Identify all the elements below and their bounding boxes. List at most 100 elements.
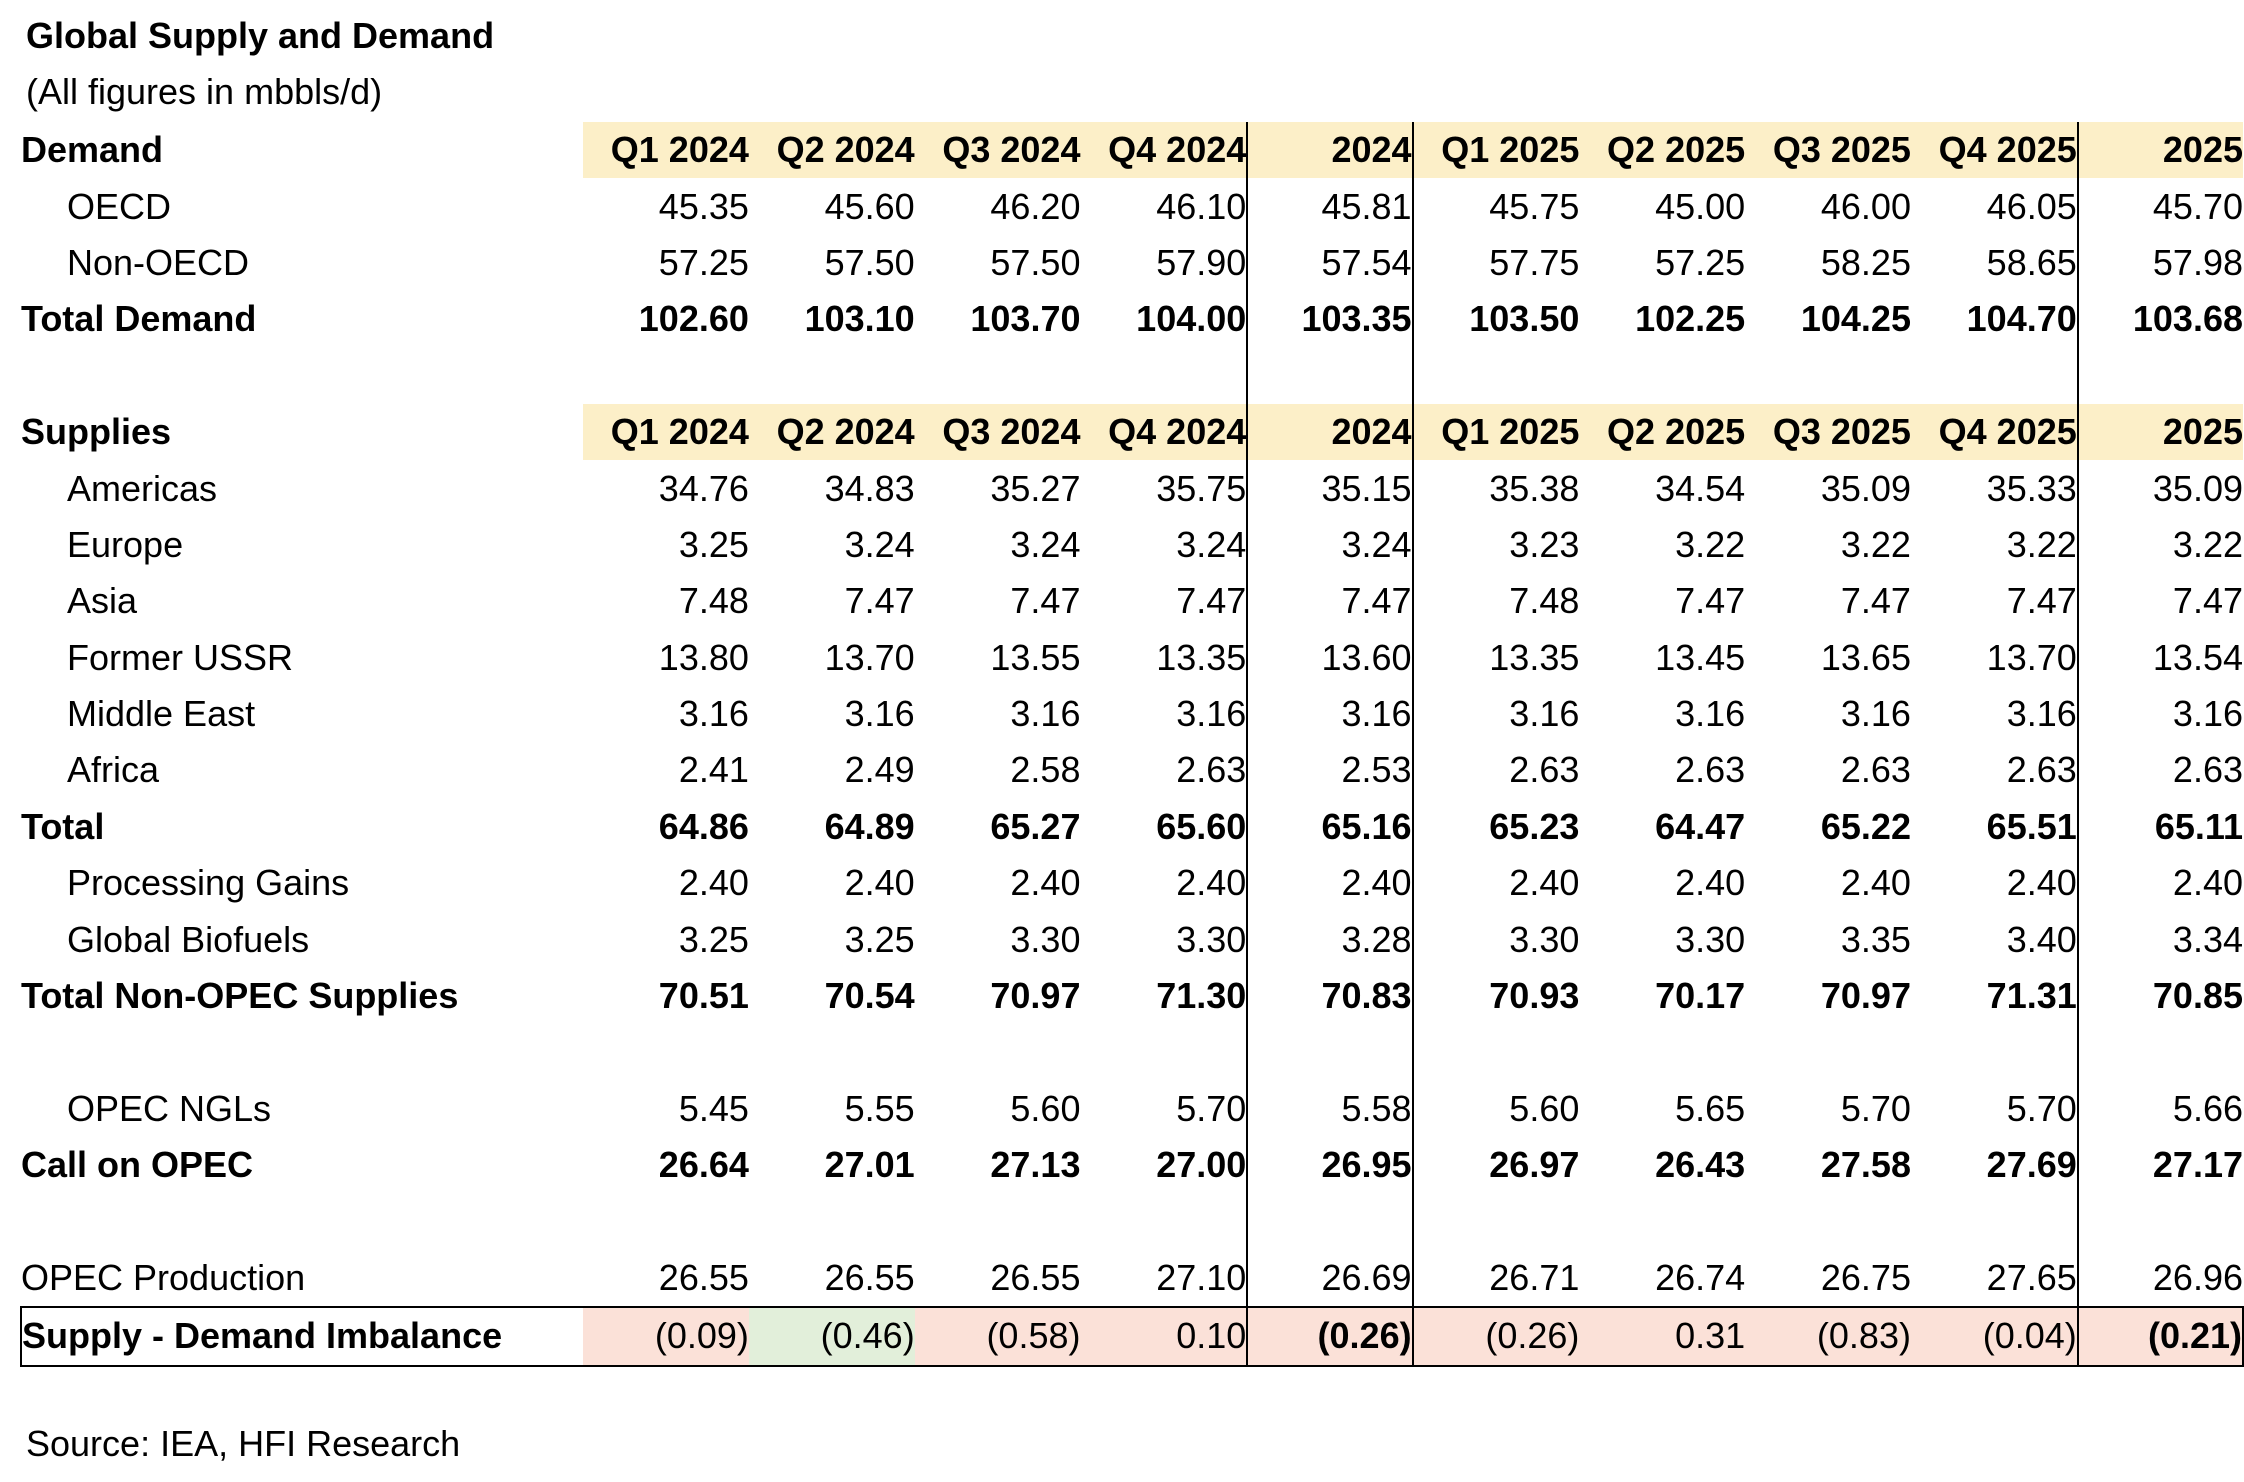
value-cell: 35.75 [1156, 467, 1247, 509]
value-cell: 71.30 [1156, 975, 1247, 1017]
value-cell: 103.35 [1246, 291, 1413, 348]
value-cell: 27.58 [1820, 1144, 1911, 1186]
value-cell: 2.58 [1010, 749, 1081, 791]
value-cell: 2.40 [1840, 862, 1911, 904]
spacer-cell [1080, 1024, 1247, 1080]
value-cell: 26.74 [1655, 1257, 1746, 1298]
value-cell: (0.04) [1910, 1306, 2078, 1367]
value-cell: 7.47 [1010, 580, 1081, 622]
value-cell: 46.10 [1156, 185, 1247, 227]
value-cell: 65.11 [2076, 798, 2243, 856]
value-cell: 0.10 [1080, 1306, 1248, 1367]
value-cell: 5.70 [1840, 1087, 1911, 1129]
spacer-cell [1579, 348, 1745, 404]
period-header: Q1 2025 [1411, 122, 1580, 179]
value-cell: 26.75 [1820, 1257, 1911, 1298]
value-cell: 46.00 [1820, 185, 1911, 227]
table-title: Global Supply and Demand [26, 15, 495, 56]
spacer-cell [749, 1193, 915, 1249]
row-label: Europe [67, 523, 184, 565]
value-cell: 102.60 [638, 298, 749, 340]
value-cell: 64.47 [1655, 805, 1746, 847]
value-cell: 35.15 [1246, 460, 1413, 517]
value-cell: 26.43 [1655, 1144, 1746, 1186]
spacer-cell [1411, 1024, 1580, 1081]
value-cell: 3.16 [1176, 693, 1247, 735]
value-cell: 13.54 [2076, 629, 2243, 686]
row-label: Non-OECD [67, 241, 250, 283]
table-row: Processing Gains 2.40 2.40 2.40 2.40 2.40 2.40… [21, 855, 2243, 912]
value-cell: 27.17 [2076, 1137, 2243, 1194]
value-cell: 2.63 [2006, 749, 2077, 791]
value-cell: 5.55 [844, 1087, 915, 1129]
value-cell: 2.63 [2076, 742, 2243, 799]
value-cell: 3.30 [1176, 918, 1247, 960]
period-header: Q3 2025 [1745, 403, 1911, 461]
value-cell: 13.70 [824, 636, 915, 678]
row-label: Global Biofuels [67, 918, 310, 960]
value-cell: 57.25 [1655, 241, 1746, 283]
value-cell: 3.22 [2076, 516, 2243, 574]
value-cell: 5.60 [1010, 1087, 1081, 1129]
value-cell: 2.40 [1411, 855, 1580, 912]
period-header: Q4 2024 [1080, 403, 1248, 461]
spacer-row [21, 347, 2243, 404]
row-label: Supply - Demand Imbalance [19, 1306, 584, 1367]
row-label: OPEC NGLs [67, 1087, 272, 1129]
value-cell: 57.75 [1411, 234, 1580, 292]
spacer-row [21, 1024, 2243, 1081]
spacer-cell [749, 1024, 915, 1080]
value-cell: 26.95 [1246, 1137, 1413, 1194]
value-cell: 65.16 [1246, 798, 1413, 856]
value-cell: 35.27 [990, 467, 1081, 509]
period-header: Q4 2025 [1910, 122, 2078, 179]
value-cell: 34.76 [658, 467, 749, 509]
value-cell: 3.16 [1675, 693, 1746, 735]
value-cell: 70.97 [990, 975, 1081, 1017]
value-cell: 26.69 [1246, 1249, 1413, 1308]
row-label: OECD [67, 185, 172, 227]
section-header-row: Supplies Q1 2024 Q2 2024 Q3 2024 Q4 2024 2024… [21, 403, 2243, 461]
table-row: OPEC NGLs 5.45 5.55 5.60 5.70 5.58 5.60 5.65 5.7… [21, 1080, 2243, 1138]
spacer-cell [583, 1193, 749, 1249]
value-cell: (0.26) [1411, 1306, 1580, 1367]
value-cell: 2.40 [2006, 862, 2077, 904]
value-cell: 27.00 [1156, 1144, 1247, 1186]
value-cell: 34.83 [824, 467, 915, 509]
value-cell: 71.31 [1986, 975, 2077, 1017]
value-cell: (0.83) [1745, 1306, 1911, 1367]
value-cell: 58.65 [1986, 241, 2077, 283]
value-cell: 2.40 [678, 862, 749, 904]
value-cell: 3.40 [2006, 918, 2077, 960]
value-cell: 3.16 [1411, 685, 1580, 743]
value-cell: 7.47 [2076, 573, 2243, 630]
spacer-cell [1246, 1193, 1413, 1250]
spacer-cell [2076, 347, 2243, 404]
row-label: Americas [67, 467, 218, 509]
value-cell: 103.10 [804, 298, 915, 340]
value-cell: 46.20 [990, 185, 1081, 227]
value-cell: 27.13 [990, 1144, 1081, 1186]
table-row: Africa 2.41 2.49 2.58 2.63 2.53 2.63 2.63 2.63 2.… [21, 742, 2243, 799]
period-header: Q1 2025 [1411, 403, 1580, 461]
value-cell: 13.55 [990, 636, 1081, 678]
value-cell: 70.85 [2076, 967, 2243, 1025]
value-cell: 70.83 [1246, 967, 1413, 1025]
spacer-cell [583, 348, 749, 404]
table-row: Americas 34.76 34.83 35.27 35.75 35.15 35.38 34… [21, 460, 2243, 517]
spacer-cell [21, 1193, 583, 1249]
value-cell: 2.40 [1246, 855, 1413, 912]
table-row: OECD 45.35 45.60 46.20 46.10 45.81 45.75 45.00 4… [21, 178, 2243, 235]
period-header: Q3 2025 [1745, 122, 1911, 179]
period-header: Q1 2024 [583, 122, 749, 179]
value-cell: 103.50 [1411, 291, 1580, 348]
value-cell: 103.70 [970, 298, 1081, 340]
value-cell: 3.16 [2006, 693, 2077, 735]
value-cell: 3.24 [844, 523, 915, 565]
value-cell: 35.09 [2076, 460, 2243, 517]
value-cell: 0.31 [1579, 1306, 1746, 1367]
value-cell: 70.97 [1820, 975, 1911, 1017]
row-label: Africa [67, 749, 160, 791]
value-cell: 57.54 [1246, 234, 1413, 292]
value-cell: 57.50 [824, 241, 915, 283]
